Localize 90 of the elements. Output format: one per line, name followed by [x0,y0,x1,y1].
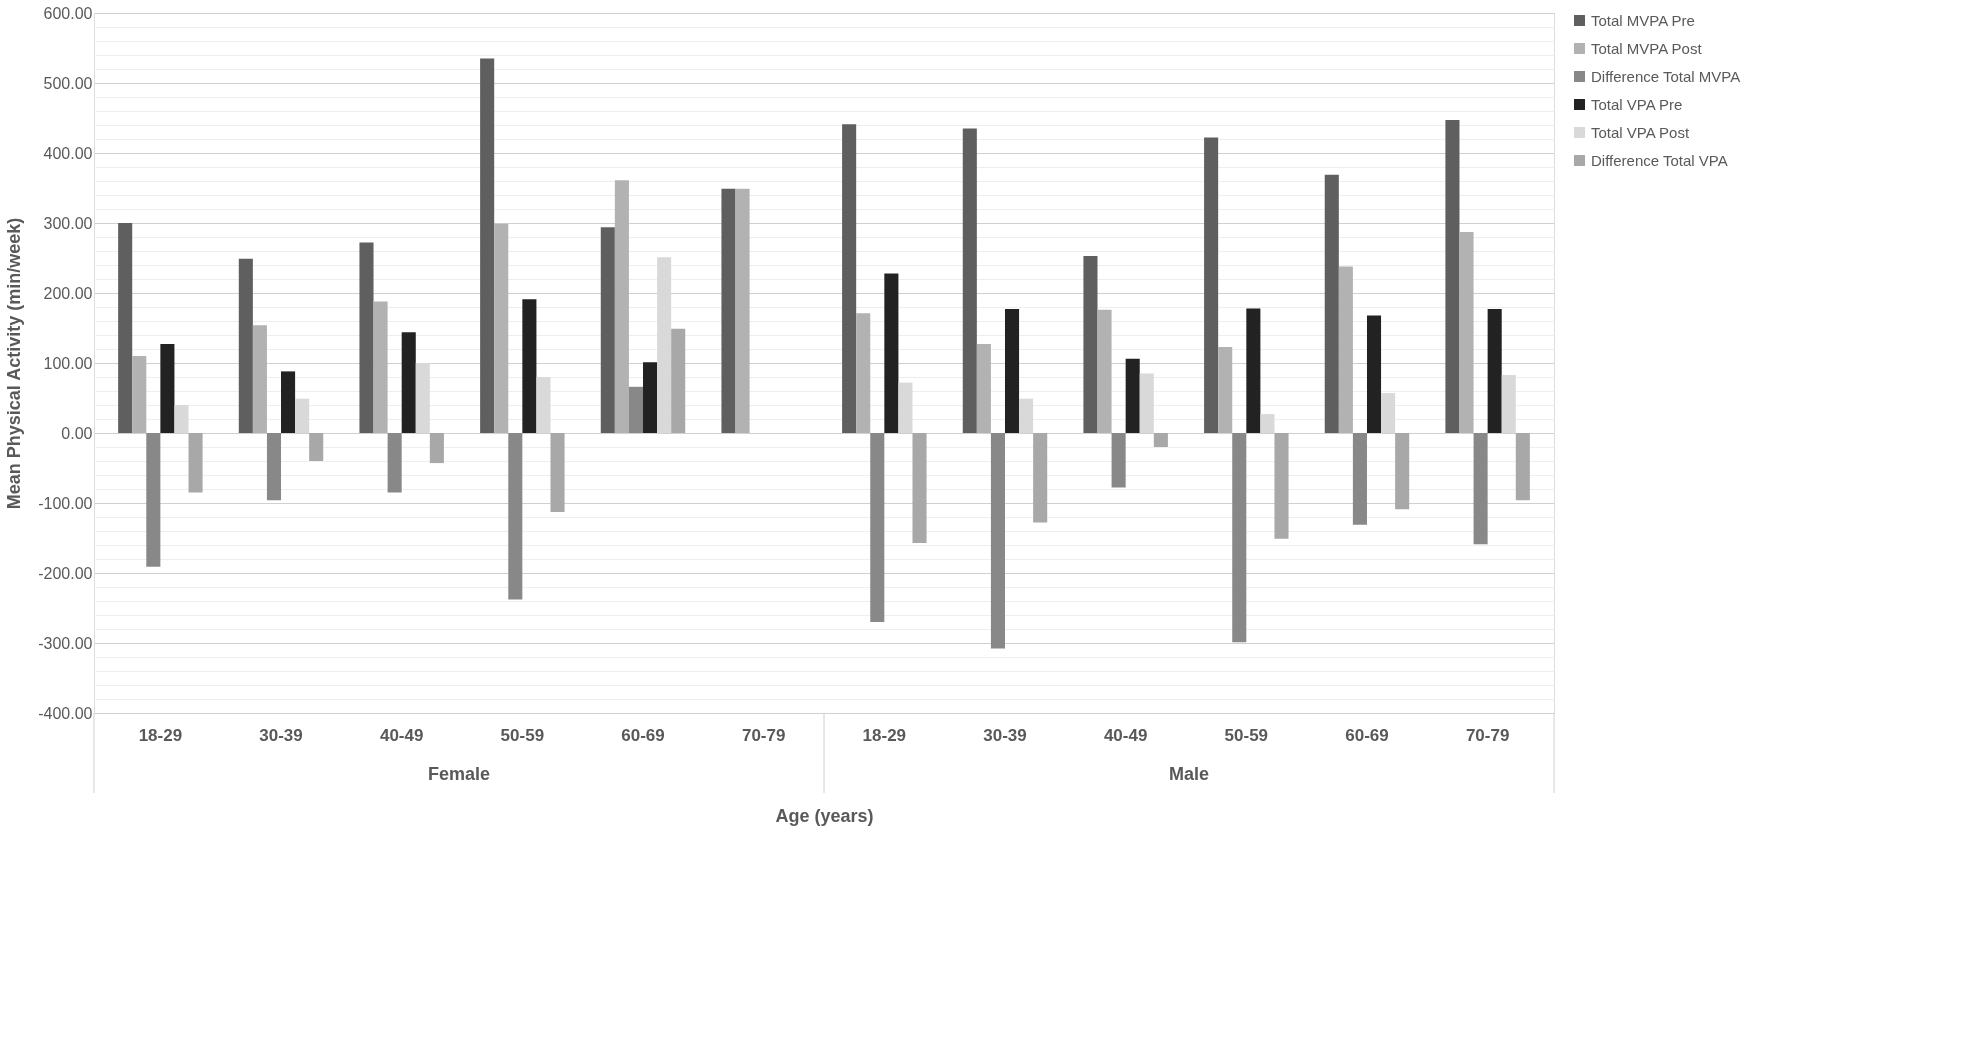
legend-label: Difference Total VPA [1591,151,1728,169]
legend-label: Difference Total MVPA [1591,67,1741,85]
bar [735,188,750,433]
y-tick-label: 100.00 [43,354,93,372]
x-tick-label: 50-59 [500,725,545,745]
x-tick-label: 70-79 [741,725,786,745]
legend-label: Total VPA Post [1591,123,1690,141]
bar [1232,433,1247,643]
bar [550,433,565,513]
bar [614,180,629,433]
x-tick-label: 18-29 [138,725,183,745]
x-tick-label: 30-39 [983,725,1027,745]
bar [118,223,133,433]
bar [870,433,885,622]
x-tick-label: 70-79 [1465,725,1510,745]
bar [252,325,267,433]
y-tick-label: 400.00 [43,144,93,162]
bar [1515,433,1530,501]
bar [132,356,147,433]
bar [1324,174,1339,433]
legend-label: Total VPA Pre [1591,95,1683,113]
bar [429,433,444,464]
bar [359,242,374,433]
text: Male [1168,764,1210,784]
y-tick-label: 0.00 [61,424,93,442]
bar [160,344,175,433]
bar [1445,120,1460,433]
bar [1125,358,1140,433]
x-tick-label: 18-29 [862,725,907,745]
x-tick-label: 40-49 [1103,725,1148,745]
bar [281,371,296,433]
bar [1274,433,1289,539]
bar [856,313,871,433]
bar [238,258,253,433]
y-tick-label: 600.00 [43,4,93,22]
bar [266,433,282,501]
bar [188,433,203,493]
legend-label: Total MVPA Pre [1591,11,1695,29]
bar [401,332,416,433]
y-tick-label: -100.00 [38,494,93,512]
y-axis-title: Mean Physical Activity (min/week) [4,217,25,510]
bar [1083,255,1098,433]
bar [1097,309,1112,433]
bar [1246,308,1261,433]
bar [1395,433,1410,510]
x-axis-title: Age (years) [775,805,874,826]
bar [990,433,1005,649]
bar [1111,433,1126,488]
bar [373,301,388,433]
legend-label: Total MVPA Post [1591,39,1703,57]
bar [1352,433,1367,525]
bar [1153,433,1168,447]
y-tick-label: 300.00 [43,214,93,232]
bar [1338,266,1353,433]
bar [1487,309,1502,433]
bar [976,344,991,433]
bar [1033,433,1048,523]
bar [508,433,523,600]
bar [600,227,615,433]
x-tick-label: 40-49 [379,725,424,745]
bar [494,223,509,433]
bar [912,433,927,543]
bar [522,299,537,433]
bar [643,362,658,433]
bar [842,124,857,433]
x-tick-label: 60-69 [1345,725,1389,745]
bar [146,433,161,567]
bar [721,188,736,433]
bar [387,433,402,493]
bar [962,128,977,433]
y-tick-label: -400.00 [38,704,93,722]
bar [480,58,495,433]
bar [1004,309,1020,433]
bar [309,433,324,461]
y-tick-label: -300.00 [38,634,93,652]
bar [884,273,899,433]
bar [1204,137,1219,433]
bar [1366,315,1382,433]
y-tick-label: -200.00 [38,564,93,582]
bar [1459,232,1474,433]
bar [628,386,644,433]
x-tick-label: 60-69 [621,725,665,745]
bar [1473,433,1488,545]
bar [1218,346,1233,433]
y-tick-label: 200.00 [43,284,93,302]
y-tick-label: 500.00 [43,74,93,92]
bar [671,328,686,433]
x-tick-label: 30-39 [259,725,303,745]
x-tick-label: 50-59 [1224,725,1269,745]
text: Female [427,764,491,784]
